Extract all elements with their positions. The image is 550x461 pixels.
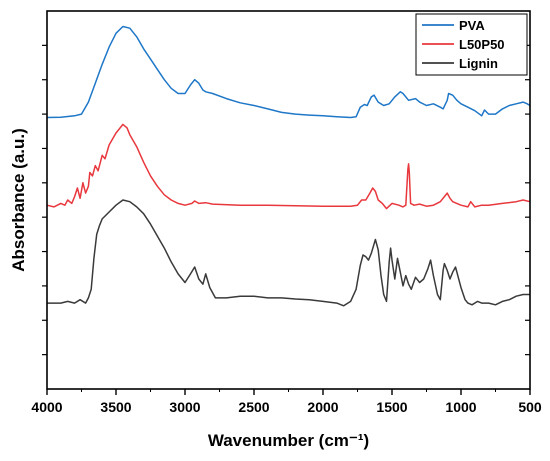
x-tick-label: 2500	[238, 399, 269, 415]
y-axis-ticks	[42, 44, 530, 356]
series-layer	[46, 25, 531, 307]
x-tick-label: 500	[518, 399, 542, 415]
legend-label-lignin: Lignin	[459, 56, 498, 71]
x-tick-label: 3000	[169, 399, 200, 415]
series-line-lignin	[47, 199, 530, 307]
legend: PVA L50P50 Lignin	[415, 13, 528, 76]
legend-label-pva: PVA	[459, 18, 485, 33]
x-tick-label: 1500	[376, 399, 407, 415]
x-tick-label: 4000	[31, 399, 62, 415]
x-tick-label: 1000	[445, 399, 476, 415]
series-line-l50p50	[46, 123, 531, 210]
series-line-pva	[46, 25, 531, 119]
x-axis-label: Wavenumber (cm⁻¹)	[208, 431, 369, 450]
legend-label-l50p50: L50P50	[459, 37, 505, 52]
y-axis-label: Absorbance (a.u.)	[9, 128, 28, 272]
x-tick-label: 2000	[307, 399, 338, 415]
x-tick-label: 3500	[100, 399, 131, 415]
x-axis-ticks: 4000 3500 3000 2500 2000 1500 1000 500	[31, 389, 542, 415]
